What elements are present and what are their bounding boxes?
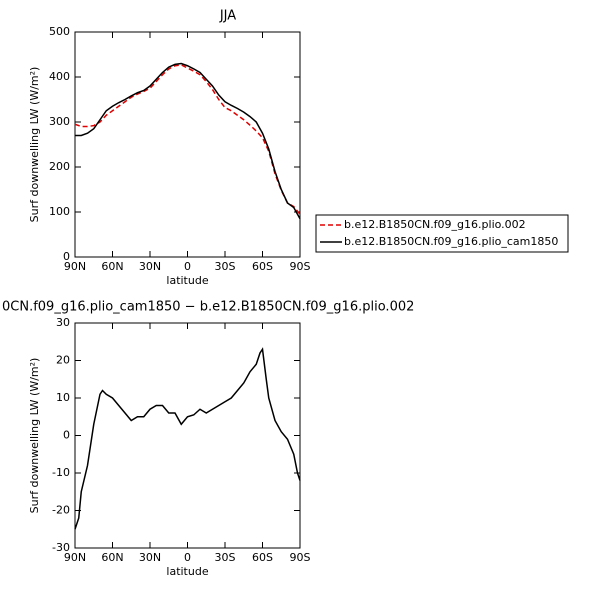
y-tick-label: 400 <box>49 70 70 83</box>
x-tick-label: 0 <box>184 551 191 564</box>
legend-label: b.e12.B1850CN.f09_g16.plio_cam1850 <box>344 235 558 248</box>
y-tick-label: 500 <box>49 25 70 38</box>
line <box>75 62 301 220</box>
legend-box <box>315 214 569 253</box>
x-tick-label: 30N <box>139 551 161 564</box>
x-tick-label: 90S <box>290 551 311 564</box>
x-tick-label: 90N <box>64 551 86 564</box>
x-tick-label: 60S <box>252 260 273 273</box>
x-tick-label: 0 <box>184 260 191 273</box>
legend-label: b.e12.B1850CN.f09_g16.plio.002 <box>344 218 526 231</box>
y-tick-label: -10 <box>52 466 70 479</box>
plot-frame <box>74 31 301 258</box>
y-tick-label: 100 <box>49 205 70 218</box>
x-axis-label: latitude <box>166 565 208 578</box>
x-tick-label: 30N <box>139 260 161 273</box>
y-tick-label: 0 <box>63 250 70 263</box>
y-tick-label: 30 <box>56 316 70 329</box>
y-tick-label: 10 <box>56 391 70 404</box>
line <box>74 347 301 530</box>
y-tick-label: 20 <box>56 354 70 367</box>
chart-title: JJA <box>219 9 236 24</box>
x-tick-label: 60S <box>252 551 273 564</box>
x-axis-label: latitude <box>166 274 208 287</box>
plot-frame <box>74 322 301 549</box>
y-tick-label: 200 <box>49 160 70 173</box>
y-tick-label: 300 <box>49 115 70 128</box>
y-axis-label: Surf downwelling LW (W/m²) <box>28 67 41 223</box>
x-tick-label: 60N <box>101 551 123 564</box>
y-axis-label: Surf downwelling LW (W/m²) <box>28 358 41 514</box>
x-tick-label: 60N <box>101 260 123 273</box>
y-tick-label: 0 <box>63 429 70 442</box>
y-tick-label: -30 <box>52 541 70 554</box>
x-tick-label: 30S <box>215 260 236 273</box>
chart-title: 0CN.f09_g16.plio_cam1850 − b.e12.B1850CN… <box>2 300 414 315</box>
y-tick-label: -20 <box>52 504 70 517</box>
x-tick-label: 30S <box>215 551 236 564</box>
line <box>74 64 301 215</box>
x-tick-label: 90N <box>64 260 86 273</box>
x-tick-label: 90S <box>290 260 311 273</box>
